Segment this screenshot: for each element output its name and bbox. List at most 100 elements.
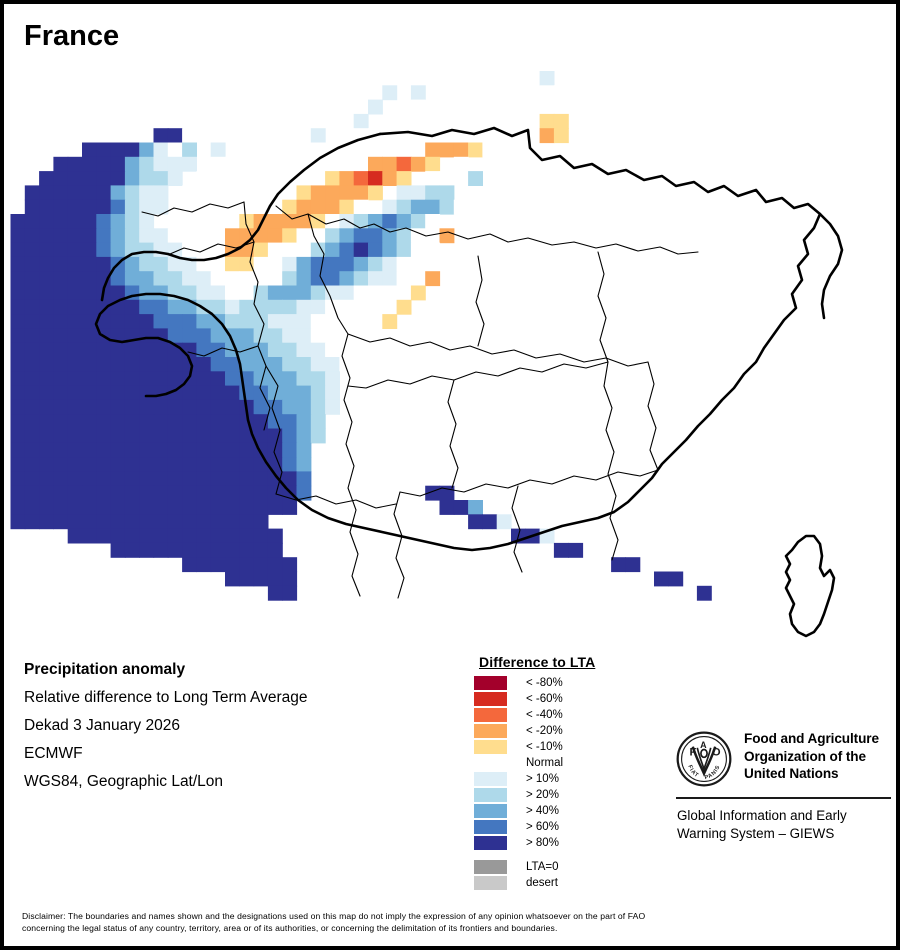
raster-cell	[139, 528, 155, 544]
raster-cell	[110, 214, 126, 229]
raster-cell	[325, 228, 340, 244]
raster-cell	[325, 271, 340, 287]
raster-cell	[10, 514, 26, 530]
raster-cell	[182, 199, 197, 215]
raster-cell	[182, 385, 197, 401]
raster-cell	[124, 228, 140, 244]
raster-cell	[253, 156, 269, 172]
disclaimer-text: Disclaimer: The boundaries and names sho…	[22, 911, 887, 934]
raster-cell	[82, 142, 97, 158]
legend-item-swatch	[474, 788, 507, 802]
legend-extra-item-row[interactable]: LTA=0	[474, 860, 654, 874]
raster-cell	[210, 457, 226, 472]
raster-cell	[96, 199, 112, 215]
legend-item-row[interactable]: > 20%	[474, 788, 654, 802]
raster-cell	[96, 142, 112, 158]
raster-cell	[239, 142, 255, 158]
corsica-boundary	[784, 534, 836, 638]
raster-cell	[110, 156, 126, 172]
metadata-source: ECMWF	[24, 745, 83, 762]
raster-cell	[153, 485, 169, 501]
legend-item-row[interactable]: > 40%	[474, 804, 654, 818]
raster-cell	[67, 199, 83, 215]
raster-cell	[82, 199, 97, 215]
raster-cell	[210, 214, 226, 229]
raster-cell	[310, 357, 326, 372]
map-canvas[interactable]	[8, 56, 900, 646]
raster-cell	[282, 557, 298, 573]
raster-cell	[153, 271, 169, 287]
raster-cell	[24, 457, 40, 472]
raster-cell	[225, 256, 240, 272]
legend-item-row[interactable]: > 60%	[474, 820, 654, 834]
raster-cell	[139, 299, 155, 315]
legend-extra-item-row[interactable]: desert	[474, 876, 654, 890]
raster-cell	[496, 113, 512, 129]
raster-cell	[439, 199, 455, 215]
raster-cell	[239, 214, 255, 229]
raster-cell	[253, 142, 269, 158]
raster-cell	[425, 242, 441, 258]
raster-cell	[225, 471, 240, 487]
raster-cell	[53, 442, 69, 458]
giews-line-1: Global Information and Early	[677, 808, 847, 823]
raster-cell	[225, 185, 240, 201]
legend-item-swatch	[474, 724, 507, 738]
raster-cell	[124, 528, 140, 544]
raster-cell	[82, 256, 97, 272]
raster-cell	[53, 214, 69, 229]
raster-cell	[267, 156, 283, 172]
raster-cell	[453, 199, 469, 215]
raster-cell	[124, 442, 140, 458]
raster-cell	[24, 185, 40, 201]
raster-cell	[53, 471, 69, 487]
raster-cell	[139, 256, 155, 272]
raster-cell	[368, 271, 383, 287]
legend-item-row[interactable]: < -10%	[474, 740, 654, 754]
raster-cell	[24, 414, 40, 430]
raster-cell	[382, 314, 398, 329]
legend-item-row[interactable]: > 10%	[474, 772, 654, 786]
raster-cell	[82, 314, 97, 329]
raster-cell	[296, 242, 312, 258]
raster-cell	[182, 542, 197, 558]
legend-extra-item-swatch	[474, 876, 507, 890]
legend-item-label: < -40%	[526, 709, 563, 721]
raster-cell	[182, 500, 197, 515]
raster-cell	[296, 357, 312, 372]
raster-cell	[53, 371, 69, 387]
raster-cell	[553, 128, 569, 144]
raster-cell	[296, 228, 312, 244]
raster-cell	[167, 314, 183, 329]
raster-cell	[225, 542, 240, 558]
raster-cell	[239, 557, 255, 573]
raster-cell	[167, 399, 183, 415]
raster-cell	[196, 557, 212, 573]
raster-cell	[167, 228, 183, 244]
legend-item-row[interactable]: < -80%	[474, 676, 654, 690]
raster-cell	[225, 557, 240, 573]
raster-cell	[124, 385, 140, 401]
raster-cell	[468, 128, 483, 144]
raster-cell	[225, 371, 240, 387]
raster-cell	[82, 171, 97, 186]
raster-cell	[167, 457, 183, 472]
raster-cell	[53, 457, 69, 472]
legend-item-row[interactable]: < -20%	[474, 724, 654, 738]
raster-cell	[410, 113, 426, 129]
raster-cell	[282, 113, 298, 129]
legend-item-swatch	[474, 836, 507, 850]
raster-cell	[410, 199, 426, 215]
legend-item-row[interactable]: < -60%	[474, 692, 654, 706]
raster-cell	[210, 156, 226, 172]
legend-spacer	[474, 852, 654, 860]
raster-cell	[39, 399, 54, 415]
legend-item-row[interactable]: Normal	[474, 756, 654, 770]
raster-cell	[67, 371, 83, 387]
raster-cell	[110, 357, 126, 372]
raster-cell	[53, 171, 69, 186]
legend-item-row[interactable]: > 80%	[474, 836, 654, 850]
raster-cell	[139, 442, 155, 458]
raster-cell	[53, 357, 69, 372]
legend-item-row[interactable]: < -40%	[474, 708, 654, 722]
